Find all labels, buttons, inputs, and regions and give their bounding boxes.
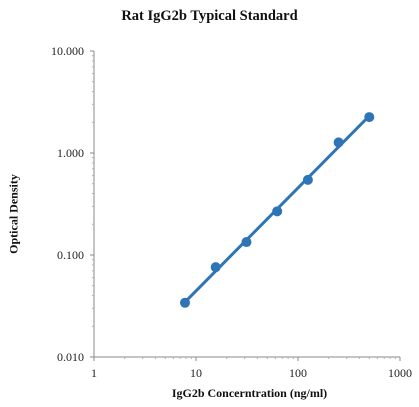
x-tick-label: 1000 bbox=[388, 366, 412, 380]
x-tick-label: 100 bbox=[289, 366, 307, 380]
data-point bbox=[210, 262, 221, 273]
data-point bbox=[333, 137, 344, 148]
chart-title: Rat IgG2b Typical Standard bbox=[121, 8, 298, 24]
data-point bbox=[302, 174, 313, 185]
y-tick-label: 0.010 bbox=[57, 350, 84, 364]
y-tick-label: 0.100 bbox=[57, 248, 84, 262]
data-point bbox=[272, 206, 283, 217]
y-tick-label: 1.000 bbox=[57, 146, 84, 160]
data-point bbox=[364, 112, 375, 123]
x-tick-label: 10 bbox=[190, 366, 202, 380]
data-point bbox=[179, 297, 190, 308]
y-tick-label: 10.000 bbox=[51, 44, 84, 58]
x-axis-label: IgG2b Concerntration (ng/ml) bbox=[171, 386, 328, 400]
data-point bbox=[241, 237, 252, 248]
x-tick-label: 1 bbox=[91, 366, 97, 380]
